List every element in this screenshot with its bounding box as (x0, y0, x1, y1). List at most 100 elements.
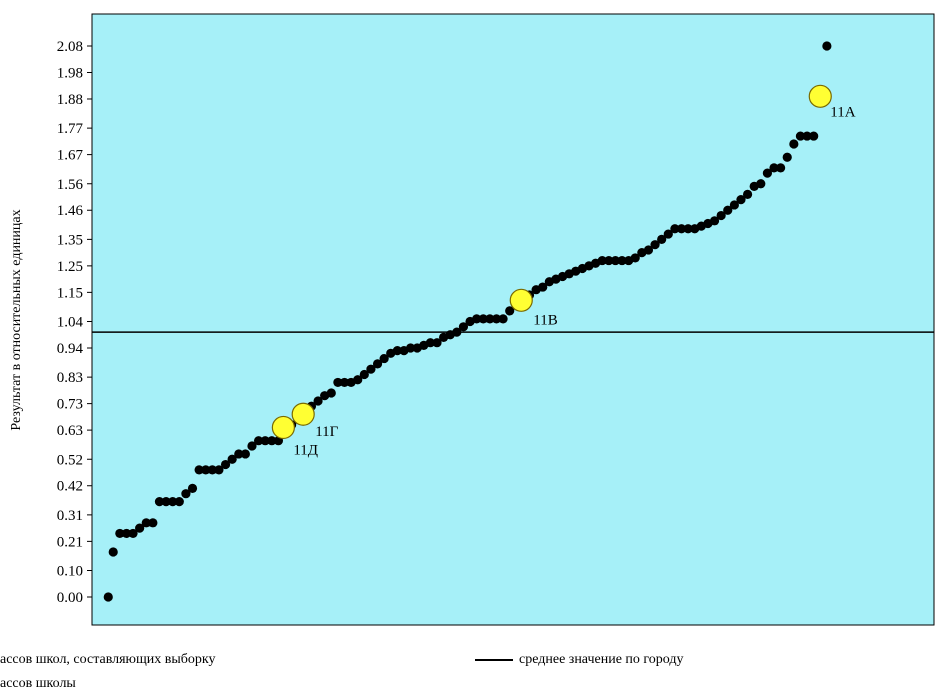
data-point (366, 364, 376, 374)
data-point (676, 224, 687, 234)
legend-mean-label: среднее значение по городу (519, 652, 684, 667)
y-tick-label: 1.77 (57, 121, 84, 137)
data-point (326, 388, 336, 398)
data-point (683, 224, 693, 234)
y-tick-label: 1.88 (57, 92, 83, 108)
data-point (240, 449, 250, 459)
data-point (260, 436, 270, 446)
y-tick-label: 1.04 (57, 315, 84, 331)
data-point (597, 255, 607, 266)
data-point (472, 314, 482, 324)
highlighted-points: 11А 11В 11Г 11Д (271, 84, 856, 458)
data-point (333, 377, 343, 388)
data-point (762, 168, 773, 178)
data-point (617, 255, 627, 266)
data-point (756, 179, 766, 189)
data-point (220, 459, 231, 470)
data-point (789, 139, 799, 149)
y-axis: 2.08 1.98 1.88 1.77 1.67 1.56 1.46 1.35 1.25 1.15… (57, 39, 92, 606)
data-point (201, 465, 211, 475)
data-point (148, 518, 158, 528)
data-point (650, 240, 660, 250)
y-tick-label: 0.42 (57, 479, 83, 495)
data-point (379, 353, 389, 364)
data-point (168, 497, 178, 507)
data-point (141, 518, 151, 528)
data-point (174, 497, 184, 507)
data-point (154, 497, 165, 507)
data-point (128, 528, 138, 539)
data-point (742, 189, 753, 199)
data-point (491, 314, 502, 324)
data-point (630, 253, 640, 263)
data-point (194, 465, 204, 475)
highlight-label: 11Г (315, 424, 338, 440)
data-point (822, 41, 832, 51)
data-point (769, 163, 779, 173)
y-tick-label: 0.00 (57, 590, 83, 606)
legend-sample-label: ассов школ, составляющих выборку (0, 652, 216, 667)
y-tick-label: 1.56 (57, 177, 84, 193)
data-point (809, 131, 819, 141)
data-point (432, 338, 442, 348)
data-point (359, 369, 369, 380)
data-point (115, 528, 125, 539)
data-point (227, 454, 237, 464)
highlight-point (271, 415, 295, 440)
data-point (670, 224, 680, 234)
y-tick-label: 1.67 (57, 148, 84, 164)
data-point (452, 327, 462, 337)
highlight-label: 11А (830, 104, 855, 120)
data-point (657, 234, 667, 244)
data-point (485, 314, 495, 324)
data-point (782, 152, 792, 162)
y-tick-label: 0.52 (57, 452, 83, 468)
legend-school-label: ассов школы (0, 676, 76, 691)
data-point (121, 528, 132, 539)
data-point (795, 131, 806, 141)
data-point (604, 255, 614, 266)
legend-mean: среднее значение по городу (475, 652, 684, 668)
y-tick-label: 1.98 (57, 65, 83, 81)
data-point (709, 216, 720, 226)
y-tick-label: 2.08 (57, 39, 83, 55)
y-tick-label: 0.83 (57, 370, 83, 386)
y-tick-label: 0.10 (57, 564, 83, 580)
legend-mean-line (475, 658, 513, 661)
data-point (736, 195, 746, 205)
data-point (253, 436, 264, 446)
data-point (663, 229, 673, 239)
data-points (103, 41, 832, 602)
data-point (538, 282, 548, 292)
y-tick-label: 0.73 (57, 397, 83, 413)
highlight-label: 11В (533, 312, 557, 328)
data-point (135, 523, 145, 533)
legend-sample: ассов школ, составляющих выборку (0, 652, 216, 668)
data-point (729, 200, 739, 210)
data-point (187, 483, 198, 493)
data-point (372, 359, 383, 369)
data-point (425, 338, 435, 348)
data-point (207, 465, 217, 475)
y-axis-label: Результат в относительных единицах (9, 209, 24, 430)
y-tick-label: 1.35 (57, 232, 83, 248)
y-tick-label: 0.94 (57, 341, 84, 357)
data-point (161, 497, 171, 507)
data-point (214, 465, 224, 475)
data-point (716, 210, 726, 221)
data-point (643, 245, 654, 255)
data-point (802, 131, 812, 141)
data-point (498, 314, 508, 324)
y-tick-label: 0.21 (57, 534, 83, 550)
legend-school: ассов школы (0, 676, 76, 692)
y-tick-label: 0.31 (57, 508, 83, 524)
highlight-point (808, 84, 832, 108)
data-point (234, 449, 244, 459)
data-point (108, 547, 118, 557)
data-point (405, 343, 416, 353)
data-point (339, 377, 350, 388)
data-point (267, 436, 277, 446)
y-tick-label: 1.15 (57, 285, 83, 301)
data-point (103, 592, 113, 602)
